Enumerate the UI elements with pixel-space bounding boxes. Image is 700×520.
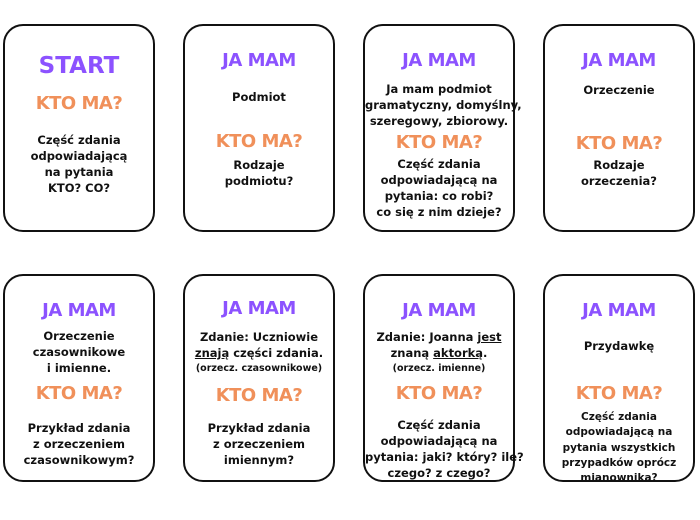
text-note: (orzecz. czasownikowe): [195, 363, 323, 374]
text-line: pytania: jaki? który? ile?: [365, 450, 524, 464]
card-ask-text: Część zdania odpowiadającą na pytania KT…: [5, 132, 153, 196]
text-line: odpowiadającą na: [380, 173, 498, 187]
card-answer-text: Zdanie: Joanna jest znaną aktorką. (orze…: [365, 329, 513, 377]
text-line: Rodzaje: [233, 158, 285, 172]
card-answer-text: Orzeczenie czasownikowe i imienne.: [5, 328, 153, 376]
text-line: odpowiadającą: [30, 149, 128, 163]
text-line: znają części zdania.: [185, 345, 333, 361]
text-line: na pytania: [44, 165, 114, 179]
text-line: mianownika?: [580, 472, 658, 485]
text-line: KTO? CO?: [47, 181, 111, 195]
card-answer-text: Ja mam podmiot gramatyczny, domyślny, sz…: [365, 81, 522, 129]
card-8: JA MAM Przydawkę KTO MA? Część zdania od…: [543, 274, 695, 484]
text-line: odpowiadającą na: [565, 426, 673, 439]
text-line: pytania wszystkich: [562, 441, 676, 454]
text-line: czego? z czego?: [387, 466, 491, 480]
text-line: Podmiot: [232, 90, 286, 104]
text-line: Część zdania: [397, 418, 481, 432]
text-line: przypadków oprócz: [561, 456, 677, 469]
card-heading: JA MAM: [222, 298, 296, 319]
text-line: Orzeczenie: [43, 329, 115, 343]
text-line: czasownikowe: [32, 345, 126, 359]
text-line: z orzeczeniem: [213, 437, 305, 451]
card-heading: JA MAM: [222, 50, 296, 71]
text-line: gramatyczny, domyślny,: [365, 98, 522, 112]
text-line: podmiotu?: [224, 174, 294, 188]
card-question: KTO MA?: [215, 385, 303, 406]
text-line: Część zdania: [37, 133, 121, 147]
card-7: JA MAM Zdanie: Joanna jest znaną aktorką…: [363, 274, 524, 482]
text-line: Przydawkę: [583, 339, 655, 353]
card-start: START KTO MA? Część zdania odpowiadającą…: [3, 24, 155, 232]
card-question: KTO MA?: [575, 383, 663, 404]
card-ask-text: Rodzaje orzeczenia?: [545, 157, 693, 189]
text-line: orzeczenia?: [581, 174, 657, 188]
text-line: Ja mam podmiot: [386, 82, 492, 96]
card-6: JA MAM Zdanie: Uczniowie znają części zd…: [183, 274, 335, 482]
underlined-word: aktorką: [433, 346, 484, 360]
card-question: KTO MA?: [35, 93, 123, 114]
card-3: JA MAM Ja mam podmiot gramatyczny, domyś…: [363, 24, 522, 232]
text-segment: znaną: [390, 346, 434, 360]
underlined-word: jest: [477, 330, 502, 344]
text-line: co się z nim dzieje?: [376, 205, 502, 219]
card-question: KTO MA?: [35, 383, 123, 404]
card-question: KTO MA?: [575, 133, 663, 154]
text-line: Przykład zdania: [27, 421, 131, 435]
card-heading: JA MAM: [402, 50, 476, 71]
text-line: i imienne.: [46, 361, 112, 375]
card-4: JA MAM Orzeczenie KTO MA? Rodzaje orzecz…: [543, 24, 695, 232]
underlined-word: znają: [194, 346, 230, 360]
card-heading: JA MAM: [582, 50, 656, 71]
card-2: JA MAM Podmiot KTO MA? Rodzaje podmiotu?: [183, 24, 335, 232]
card-ask-text: Część zdania odpowiadającą na pytania ws…: [545, 410, 693, 486]
card-heading: JA MAM: [402, 300, 476, 321]
card-ask-text: Część zdania odpowiadającą na pytania: c…: [365, 156, 513, 220]
text-line: odpowiadającą na: [380, 434, 498, 448]
card-question: KTO MA?: [395, 132, 483, 153]
text-line: z orzeczeniem: [33, 437, 125, 451]
card-heading: JA MAM: [582, 300, 656, 321]
text-line: pytania: co robi?: [384, 189, 494, 203]
text-line: znaną aktorką.: [365, 345, 513, 361]
card-question: KTO MA?: [215, 131, 303, 152]
text-line: Część zdania: [397, 157, 481, 171]
card-ask-text: Rodzaje podmiotu?: [185, 157, 333, 189]
text-segment: części zdania.: [229, 346, 324, 360]
text-line: Zdanie: Joanna jest: [365, 329, 513, 345]
text-line: Orzeczenie: [583, 83, 655, 97]
card-answer-text: Zdanie: Uczniowie znają części zdania. (…: [185, 329, 333, 377]
card-question: KTO MA?: [395, 383, 483, 404]
card-5: JA MAM Orzeczenie czasownikowe i imienne…: [3, 274, 155, 482]
card-ask-text: Przykład zdania z orzeczeniem imiennym?: [185, 420, 333, 468]
card-answer-text: Podmiot: [185, 89, 333, 105]
card-answer-text: Przydawkę: [545, 338, 693, 354]
text-line: Część zdania: [581, 411, 657, 423]
text-segment: .: [483, 346, 488, 360]
card-ask-text: Przykład zdania z orzeczeniem czasowniko…: [5, 420, 153, 468]
text-line: Rodzaje: [593, 158, 645, 172]
text-line: Zdanie: Uczniowie: [199, 330, 319, 344]
text-line: Przykład zdania: [207, 421, 311, 435]
text-line: imiennym?: [223, 453, 295, 467]
text-line: szeregowy, zbiorowy.: [369, 114, 509, 128]
text-segment: Zdanie: Joanna: [376, 330, 478, 344]
text-line: czasownikowym?: [23, 453, 135, 467]
card-heading: JA MAM: [42, 300, 116, 321]
card-ask-text: Część zdania odpowiadającą na pytania: j…: [365, 417, 524, 481]
text-note: (orzecz. imienne): [392, 363, 486, 374]
card-answer-text: Orzeczenie: [545, 82, 693, 98]
card-heading: START: [38, 53, 120, 79]
